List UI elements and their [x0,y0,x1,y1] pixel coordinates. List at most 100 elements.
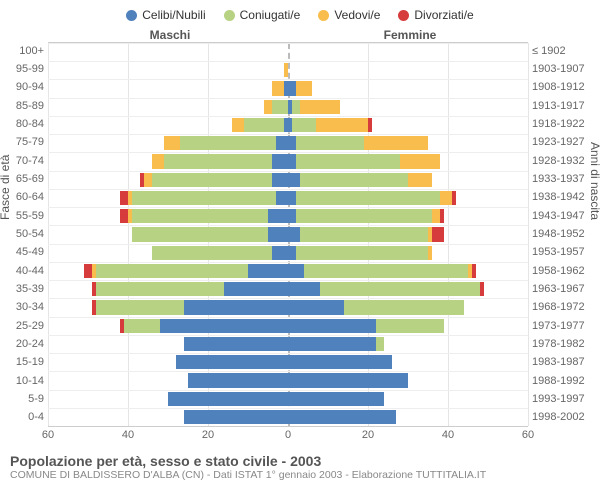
segment-widowed [272,81,284,95]
age-row [48,225,528,243]
female-bar [288,280,528,298]
segment-single [288,246,296,260]
segment-single [288,337,376,351]
legend-label: Coniugati/e [240,8,301,22]
segment-widowed [408,173,432,187]
year-label: 1928-1932 [532,152,590,170]
female-bar [288,152,528,170]
segment-divorced [480,282,484,296]
female-bar [288,298,528,316]
x-tick: 0 [285,429,291,441]
male-bar [48,43,288,61]
segment-single [188,373,288,387]
segment-married [296,209,432,223]
segment-single [268,227,288,241]
age-label: 100+ [10,42,44,60]
age-label: 10-14 [10,372,44,390]
year-label: 1948-1952 [532,225,590,243]
year-label: 1968-1972 [532,299,590,317]
age-row [48,98,528,116]
age-row [48,408,528,426]
segment-single [288,355,392,369]
age-row [48,244,528,262]
segment-widowed [232,118,244,132]
segment-married [244,118,284,132]
segment-married [164,154,272,168]
legend-swatch [224,10,235,21]
male-bar [48,371,288,389]
female-bar [288,390,528,408]
segment-married [132,191,276,205]
segment-married [132,209,268,223]
segment-married [320,282,480,296]
year-label: 1958-1962 [532,262,590,280]
male-bar [48,61,288,79]
age-label: 20-24 [10,335,44,353]
segment-single [288,227,300,241]
age-label: 30-34 [10,299,44,317]
female-bar [288,134,528,152]
legend-item: Celibi/Nubili [126,8,205,22]
year-label: 1908-1912 [532,79,590,97]
segment-single [268,209,288,223]
bars-area [48,42,528,427]
segment-married [300,173,408,187]
legend-label: Celibi/Nubili [142,8,205,22]
segment-married [292,118,316,132]
age-row [48,116,528,134]
age-label: 0-4 [10,409,44,427]
year-label: 1918-1922 [532,115,590,133]
segment-single [248,264,288,278]
female-bar [288,335,528,353]
age-label: 5-9 [10,390,44,408]
x-tick: 20 [362,429,374,441]
segment-married [152,246,272,260]
segment-widowed [144,173,152,187]
legend-label: Divorziati/e [414,8,473,22]
female-bar [288,98,528,116]
segment-married [272,100,288,114]
age-label: 15-19 [10,354,44,372]
segment-married [300,227,428,241]
male-bar [48,207,288,225]
year-label: 1903-1907 [532,60,590,78]
segment-married [304,264,468,278]
chart-title: Popolazione per età, sesso e stato civil… [10,453,590,469]
female-bar [288,61,528,79]
segment-divorced [432,227,444,241]
x-tick: 40 [122,429,134,441]
male-bar [48,171,288,189]
age-label: 25-29 [10,317,44,335]
male-bar [48,280,288,298]
year-label: 1998-2002 [532,409,590,427]
age-row [48,262,528,280]
segment-married [376,319,444,333]
segment-divorced [440,209,444,223]
year-label: 1923-1927 [532,134,590,152]
year-label: ≤ 1902 [532,42,590,60]
segment-married [296,154,400,168]
male-bar [48,79,288,97]
segment-married [132,227,268,241]
age-label: 95-99 [10,60,44,78]
age-row [48,207,528,225]
legend-item: Coniugati/e [224,8,301,22]
segment-divorced [452,191,456,205]
age-row [48,298,528,316]
chart-subtitle: COMUNE DI BALDISSERO D'ALBA (CN) - Dati … [10,469,590,481]
segment-divorced [120,209,128,223]
column-headers: Maschi Femmine [10,28,590,42]
year-label: 1988-1992 [532,372,590,390]
segment-married [296,136,364,150]
female-bar [288,225,528,243]
x-tick: 40 [442,429,454,441]
segment-single [288,136,296,150]
plot-area: Fasce di età 100+95-9990-9485-8980-8475-… [10,42,590,427]
legend-swatch [398,10,409,21]
year-label: 1953-1957 [532,244,590,262]
age-label: 80-84 [10,115,44,133]
male-bar [48,262,288,280]
segment-widowed [432,209,440,223]
segment-widowed [316,118,368,132]
segment-single [288,154,296,168]
